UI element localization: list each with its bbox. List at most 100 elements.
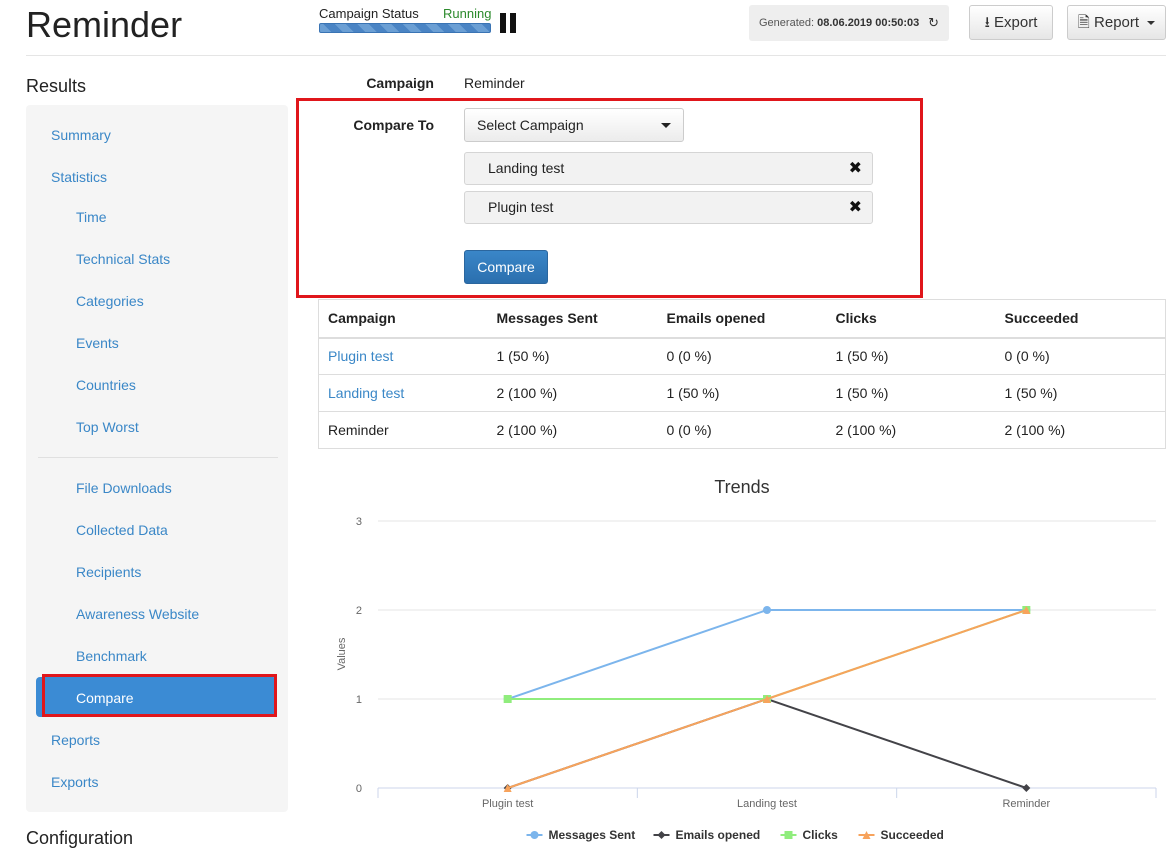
sidebar-item-statistics[interactable]: Statistics (51, 169, 108, 185)
sidebar-item-compare[interactable]: Compare (76, 690, 134, 706)
compare-highlight-outline (42, 674, 277, 717)
series-line-messages-sent (507, 609, 1027, 700)
table-cell: 2 (100 %) (487, 374, 658, 412)
generated-value: 08.06.2019 00:50:03 (817, 17, 920, 29)
table-cell: 0 (0 %) (657, 411, 827, 449)
document-icon: 🗎 (1077, 14, 1090, 31)
table-cell: 1 (50 %) (995, 374, 1166, 412)
close-icon[interactable]: ✖ (848, 199, 862, 216)
table-cell: 0 (0 %) (657, 337, 827, 375)
export-icon: ⭳ (984, 14, 990, 31)
comparison-table: Campaign Messages Sent Emails opened Cli… (318, 299, 1166, 449)
export-button-label: Export (994, 14, 1038, 31)
selected-campaign-label: Landing test (488, 160, 565, 176)
sidebar-active-highlight (36, 677, 277, 717)
generated-label: Generated: (759, 17, 815, 29)
legend-label: Succeeded (881, 828, 944, 842)
chevron-down-icon (661, 123, 671, 128)
data-point (1022, 606, 1031, 614)
campaign-status-label: Campaign Status (319, 6, 419, 21)
sidebar-item-technical-stats[interactable]: Technical Stats (76, 251, 171, 267)
column-header: Emails opened (657, 299, 827, 339)
sidebar-item-exports[interactable]: Exports (51, 774, 99, 790)
x-tick-label: Reminder (1002, 798, 1050, 810)
legend-item[interactable]: Messages Sent (526, 828, 636, 842)
page-title: Reminder (26, 4, 183, 45)
data-point (763, 695, 771, 703)
export-button[interactable]: ⭳ Export (969, 5, 1053, 40)
pause-icon[interactable] (500, 13, 516, 33)
legend-label: Messages Sent (549, 828, 636, 842)
table-cell: 2 (100 %) (826, 411, 996, 449)
sidebar-item-events[interactable]: Events (76, 335, 119, 351)
table-cell: 2 (100 %) (995, 411, 1166, 449)
campaign-link[interactable]: Plugin test (328, 348, 394, 365)
column-header: Campaign (318, 299, 488, 339)
selected-campaign-chip: Plugin test ✖ (464, 191, 873, 224)
series-line-emails-opened (507, 697, 1027, 789)
campaign-value: Reminder (464, 75, 525, 91)
sidebar-item-categories[interactable]: Categories (76, 293, 144, 309)
generated-timestamp: Generated: 08.06.2019 00:50:03 ↻ (749, 5, 949, 41)
legend-label: Clicks (803, 828, 839, 842)
sidebar-item-time[interactable]: Time (76, 209, 107, 225)
x-tick-label: Plugin test (482, 798, 533, 810)
refresh-icon[interactable]: ↻ (928, 15, 939, 30)
legend-item[interactable]: Succeeded (858, 828, 944, 842)
chevron-down-icon (1147, 21, 1156, 26)
data-point (1022, 784, 1031, 792)
table-cell: 1 (50 %) (487, 337, 658, 375)
campaign-status-progress-bar (319, 23, 491, 33)
column-header: Succeeded (995, 299, 1166, 339)
close-icon[interactable]: ✖ (848, 160, 862, 177)
y-tick-label: 1 (356, 694, 362, 706)
series-line-clicks (507, 609, 1027, 700)
legend-label: Emails opened (676, 828, 761, 842)
data-point (503, 695, 512, 703)
column-header: Messages Sent (487, 299, 658, 339)
table-cell: 2 (100 %) (487, 411, 658, 449)
legend-marker (784, 831, 793, 839)
table-cell: 1 (50 %) (826, 374, 996, 412)
sidebar-item-top-worst[interactable]: Top Worst (76, 419, 139, 435)
report-dropdown-button[interactable]: 🗎 Report (1067, 5, 1166, 40)
y-tick-label: 3 (356, 516, 362, 528)
selected-campaign-label: Plugin test (488, 199, 554, 215)
legend-item[interactable]: Clicks (780, 828, 839, 842)
column-header: Clicks (826, 299, 996, 339)
compare-button[interactable]: Compare (464, 250, 548, 284)
chart-title: Trends (714, 477, 769, 497)
campaign-link[interactable]: Landing test (328, 385, 405, 401)
campaign-label: Campaign (366, 75, 434, 91)
configuration-section-title: Configuration (26, 828, 134, 848)
table-row: Plugin test 1 (50 %) 0 (0 %) 1 (50 %) 0 … (318, 337, 1166, 375)
table-cell: 0 (0 %) (995, 337, 1166, 375)
select-campaign-label: Select Campaign (477, 117, 584, 133)
select-campaign-dropdown[interactable]: Select Campaign (464, 108, 684, 142)
sidebar-item-summary[interactable]: Summary (51, 127, 111, 143)
results-section-title: Results (26, 76, 87, 96)
sidebar-item-recipients[interactable]: Recipients (76, 564, 142, 580)
table-cell: 1 (50 %) (826, 337, 996, 375)
table-cell: 1 (50 %) (657, 374, 827, 412)
campaign-status-value: Running (443, 6, 492, 21)
table-header-row: Campaign Messages Sent Emails opened Cli… (318, 299, 1166, 339)
table-row: Reminder 2 (100 %) 0 (0 %) 2 (100 %) 2 (… (318, 411, 1166, 449)
compare-to-label: Compare To (353, 117, 434, 133)
sidebar-item-awareness-website[interactable]: Awareness Website (76, 606, 200, 622)
sidebar-item-file-downloads[interactable]: File Downloads (76, 480, 172, 496)
sidebar-item-reports[interactable]: Reports (51, 732, 101, 748)
report-button-label: Report (1094, 14, 1140, 31)
selected-campaign-chip: Landing test ✖ (464, 152, 873, 185)
legend-marker (530, 831, 539, 839)
table-row: Landing test 2 (100 %) 1 (50 %) 1 (50 %)… (318, 374, 1166, 412)
y-tick-label: 2 (356, 605, 362, 617)
sidebar-item-benchmark[interactable]: Benchmark (76, 648, 147, 664)
table-cell-campaign: Plugin test (318, 337, 488, 375)
legend-item[interactable]: Emails opened (653, 828, 761, 842)
header-divider (26, 55, 1166, 56)
sidebar-item-collected-data[interactable]: Collected Data (76, 522, 168, 538)
table-cell-campaign: Landing test (318, 374, 488, 412)
sidebar-item-countries[interactable]: Countries (76, 377, 136, 393)
compare-form-highlight-outline (296, 98, 923, 298)
